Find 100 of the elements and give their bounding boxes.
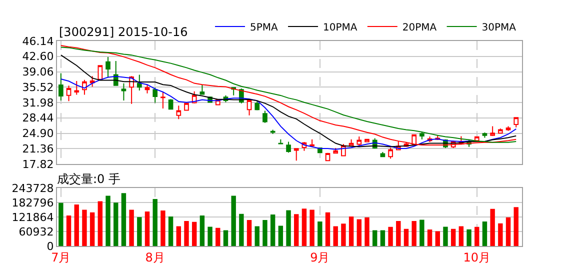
- bar: [184, 220, 189, 246]
- bar: [58, 202, 64, 246]
- candlestick: [388, 147, 393, 160]
- bar: [310, 210, 314, 246]
- candlestick: [270, 129, 276, 134]
- bar: [506, 217, 511, 246]
- bar: [412, 220, 416, 246]
- bar: [318, 221, 322, 246]
- bar: [498, 223, 503, 246]
- bar: [356, 219, 362, 246]
- chart-title: [300291] 2015-10-16: [59, 25, 188, 39]
- bar: [254, 226, 260, 246]
- x-tick-label: 10月: [463, 250, 491, 264]
- legend-label: 30PMA: [482, 22, 516, 34]
- bar: [278, 226, 284, 246]
- bar: [262, 220, 268, 246]
- bar: [396, 220, 401, 246]
- candlestick: [333, 148, 338, 154]
- line-series: [60, 76, 517, 150]
- candlestick: [490, 126, 495, 136]
- candlestick: [121, 82, 126, 101]
- y-tick-label: 182796: [12, 196, 54, 210]
- y-tick-label: 243728: [12, 182, 54, 195]
- candlestick: [90, 76, 95, 88]
- candlestick: [482, 132, 488, 138]
- bar: [443, 226, 448, 246]
- x-tick-label: 9月: [310, 250, 330, 264]
- candlestick: [98, 64, 103, 80]
- y-tick-label: 39.06: [22, 66, 54, 79]
- bar: [450, 228, 456, 246]
- candlestick: [66, 85, 72, 102]
- bar: [82, 210, 87, 246]
- candlestick: [246, 99, 252, 116]
- bar: [98, 201, 103, 246]
- y-tick-label: 46.14: [22, 34, 54, 48]
- bar: [474, 226, 480, 246]
- bar: [325, 212, 330, 246]
- legend-label: 20PMA: [402, 22, 437, 34]
- bar: [246, 220, 252, 246]
- bar: [466, 229, 472, 246]
- candlestick: [82, 79, 87, 96]
- bar: [74, 204, 79, 246]
- bar: [341, 224, 346, 246]
- bar: [129, 210, 134, 246]
- candlestick: [200, 84, 205, 96]
- bar: [200, 215, 205, 246]
- candlestick: [160, 92, 166, 110]
- candlestick: [58, 72, 64, 101]
- bar: [490, 208, 495, 246]
- y-tick-label: 42.60: [22, 50, 54, 64]
- candlestick: [144, 84, 150, 94]
- candlestick: [152, 87, 158, 104]
- bar: [435, 231, 440, 246]
- y-tick-label: 24.90: [22, 127, 54, 140]
- bar: [270, 214, 276, 246]
- bar: [348, 216, 354, 246]
- x-tick-label: 8月: [145, 250, 165, 264]
- bar: [176, 226, 181, 246]
- bar: [482, 221, 488, 246]
- legend-label: 10PMA: [323, 22, 358, 34]
- bar: [427, 230, 432, 246]
- bar: [286, 210, 291, 246]
- bar: [160, 210, 166, 246]
- bar: [302, 208, 307, 246]
- y-tick-label: 0: [46, 240, 54, 253]
- candlestick: [136, 74, 142, 92]
- candlestick: [310, 138, 314, 148]
- y-tick-label: 28.44: [22, 112, 54, 125]
- bar: [144, 211, 150, 246]
- y-tick-label: 17.82: [22, 158, 54, 171]
- candlestick: [356, 136, 362, 148]
- candlestick: [176, 105, 182, 120]
- bar: [121, 193, 126, 246]
- bar: [216, 228, 220, 246]
- bar: [420, 220, 424, 246]
- y-tick-label: 121864: [12, 210, 54, 224]
- bar: [294, 214, 299, 246]
- candlestick: [106, 56, 110, 78]
- candlestick: [254, 100, 260, 111]
- candlestick: [498, 128, 503, 134]
- bar: [106, 196, 110, 246]
- candlestick: [184, 102, 189, 112]
- bar: [152, 199, 158, 246]
- bar: [372, 230, 378, 246]
- bar: [231, 196, 236, 246]
- bar: [208, 226, 212, 246]
- x-tick-label: 7月: [51, 250, 71, 264]
- bar: [364, 217, 370, 246]
- y-tick-label: 21.36: [22, 142, 54, 156]
- y-tick-label: 31.98: [22, 96, 54, 110]
- bar: [458, 226, 464, 246]
- bar: [333, 226, 338, 246]
- bar: [66, 215, 72, 246]
- y-tick-label: 60932: [18, 225, 54, 238]
- bar: [192, 222, 197, 246]
- bar: [223, 230, 228, 246]
- bar: [168, 216, 174, 246]
- bar: [239, 214, 244, 246]
- bar: [514, 207, 518, 246]
- bar: [388, 226, 393, 246]
